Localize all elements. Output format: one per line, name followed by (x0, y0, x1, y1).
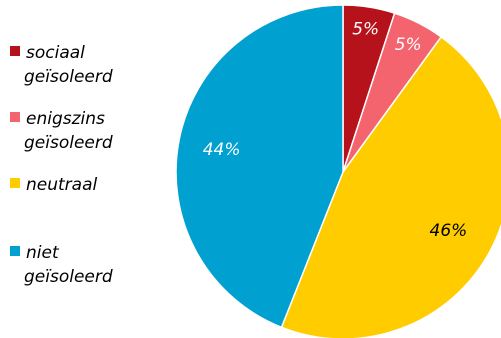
legend-swatch (10, 178, 20, 188)
slice-labels: 5% 5% 46% 44% (203, 20, 468, 241)
legend-item-niet-geisoleerd: niet geïsoleerd (10, 243, 113, 287)
data-label-neutraal: 46% (430, 221, 468, 241)
legend-label: geïsoleerd (24, 267, 113, 287)
legend-label: sociaal (26, 43, 85, 63)
legend-label: geïsoleerd (24, 133, 113, 153)
legend-item-sociaal-geisoleerd: sociaal geïsoleerd (10, 43, 113, 87)
data-label-sociaal-geisoleerd: 5% (352, 20, 379, 40)
pie-slice-neutraal (280, 35, 501, 338)
legend-label: enigszins (26, 109, 105, 129)
legend-swatch (10, 112, 20, 122)
legend-item-enigszins-geisoleerd: enigszins geïsoleerd (10, 109, 113, 153)
legend-label: niet (26, 243, 60, 263)
legend-swatch (10, 46, 20, 56)
legend-label: neutraal (26, 175, 97, 195)
pie-slice-niet-geisoleerd (175, 4, 344, 329)
pie-slices (175, 4, 501, 338)
legend: sociaal geïsoleerd enigszins geïsoleerd neut… (10, 43, 113, 287)
legend-item-neutraal: neutraal (10, 175, 97, 195)
legend-label: geïsoleerd (24, 67, 113, 87)
legend-swatch (10, 246, 20, 256)
data-label-enigszins-geisoleerd: 5% (395, 35, 422, 55)
data-label-niet-geisoleerd: 44% (203, 140, 241, 160)
